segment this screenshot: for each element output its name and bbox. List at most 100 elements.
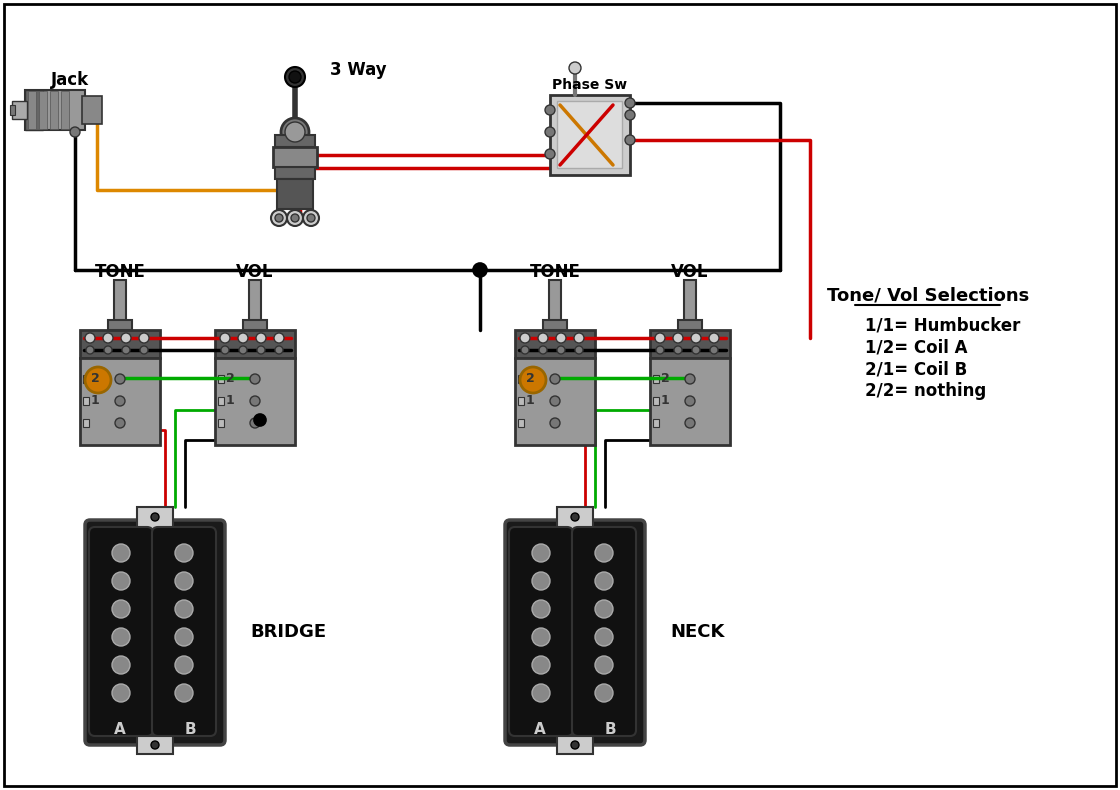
Circle shape [550, 374, 560, 384]
Circle shape [673, 333, 683, 343]
Circle shape [140, 346, 148, 354]
Circle shape [289, 71, 301, 83]
Bar [517, 397, 524, 405]
Circle shape [625, 110, 635, 120]
Text: 1: 1 [661, 393, 670, 407]
Bar [517, 419, 524, 427]
Circle shape [550, 396, 560, 406]
Bar [215, 330, 295, 358]
Circle shape [685, 396, 696, 406]
Text: 3 Way: 3 Way [330, 61, 386, 79]
Circle shape [557, 346, 564, 354]
Circle shape [112, 544, 130, 562]
Text: 2/1= Coil B: 2/1= Coil B [865, 360, 968, 378]
Circle shape [691, 333, 701, 343]
Bar [515, 358, 595, 445]
Circle shape [175, 572, 193, 590]
Circle shape [220, 333, 230, 343]
Text: VOL: VOL [671, 263, 709, 281]
Circle shape [112, 628, 130, 646]
Circle shape [85, 333, 95, 343]
Bar [557, 507, 592, 529]
Circle shape [250, 396, 260, 406]
Circle shape [625, 98, 635, 108]
Circle shape [539, 346, 547, 354]
Circle shape [104, 346, 112, 354]
Circle shape [655, 333, 665, 343]
Text: 1: 1 [525, 393, 534, 407]
Bar [277, 179, 312, 209]
Circle shape [86, 346, 94, 354]
Circle shape [175, 656, 193, 674]
Circle shape [256, 346, 265, 354]
Circle shape [175, 628, 193, 646]
Circle shape [575, 346, 584, 354]
Circle shape [85, 367, 111, 393]
Circle shape [291, 214, 299, 222]
Circle shape [532, 656, 550, 674]
Bar [515, 330, 595, 358]
FancyBboxPatch shape [572, 527, 636, 736]
Circle shape [595, 600, 613, 618]
Bar [276, 167, 315, 179]
Circle shape [571, 513, 579, 521]
Text: VOL: VOL [236, 263, 273, 281]
Bar [653, 419, 659, 427]
Circle shape [532, 572, 550, 590]
Bar [678, 320, 702, 330]
Text: 1/1= Humbucker: 1/1= Humbucker [865, 316, 1020, 334]
Bar [83, 375, 88, 383]
Circle shape [573, 333, 584, 343]
Circle shape [284, 67, 305, 87]
Circle shape [175, 544, 193, 562]
Text: Phase Sw: Phase Sw [552, 78, 627, 92]
Circle shape [122, 346, 130, 354]
Text: Jack: Jack [50, 71, 90, 89]
Bar [517, 375, 524, 383]
Bar [557, 736, 592, 754]
Bar [12, 101, 27, 119]
Circle shape [115, 418, 125, 428]
Circle shape [115, 396, 125, 406]
Circle shape [532, 600, 550, 618]
Circle shape [595, 684, 613, 702]
Bar [25, 90, 43, 130]
Bar [50, 91, 58, 129]
Bar [557, 101, 622, 168]
Circle shape [709, 333, 719, 343]
Circle shape [532, 544, 550, 562]
Circle shape [674, 346, 682, 354]
Circle shape [276, 214, 283, 222]
Bar [25, 90, 85, 130]
Text: TONE: TONE [94, 263, 146, 281]
Circle shape [151, 513, 159, 521]
Circle shape [625, 135, 635, 145]
Text: 2: 2 [525, 371, 534, 385]
Circle shape [307, 214, 315, 222]
Circle shape [545, 149, 556, 159]
Circle shape [521, 346, 529, 354]
Circle shape [103, 333, 113, 343]
Circle shape [520, 367, 547, 393]
Bar [10, 105, 15, 115]
Circle shape [250, 418, 260, 428]
FancyBboxPatch shape [85, 520, 225, 745]
Circle shape [685, 374, 696, 384]
Circle shape [256, 333, 267, 343]
Text: 2: 2 [661, 371, 670, 385]
Circle shape [595, 572, 613, 590]
Circle shape [595, 544, 613, 562]
Circle shape [237, 333, 248, 343]
Circle shape [532, 684, 550, 702]
Text: NECK: NECK [670, 623, 725, 641]
Circle shape [221, 346, 228, 354]
Bar [82, 96, 102, 124]
Text: Tone/ Vol Selections: Tone/ Vol Selections [827, 286, 1029, 304]
Bar [684, 280, 696, 325]
Circle shape [112, 600, 130, 618]
Text: 1: 1 [225, 393, 234, 407]
Bar [650, 358, 730, 445]
Circle shape [571, 741, 579, 749]
Circle shape [281, 118, 309, 146]
Circle shape [175, 684, 193, 702]
